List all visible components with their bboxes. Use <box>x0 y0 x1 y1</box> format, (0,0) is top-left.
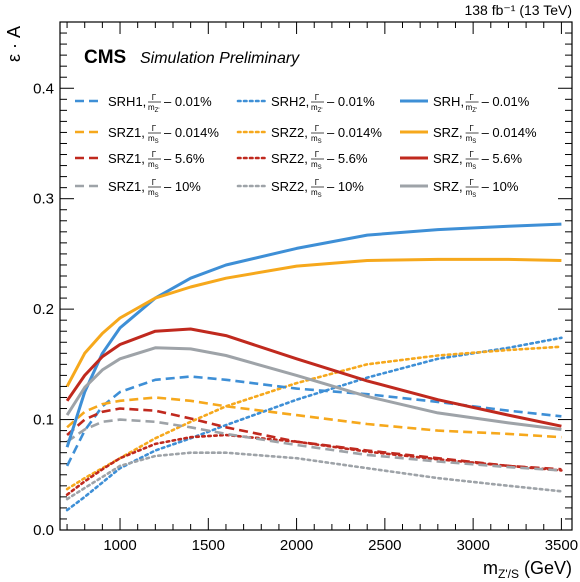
series-line-gray-dot <box>65 451 563 501</box>
legend-frac-den: mZ' <box>148 103 159 114</box>
legend-frac-den: mZ' <box>311 103 322 114</box>
legend-frac-num: Γ <box>469 150 474 159</box>
legend-frac-den: mS <box>466 160 477 171</box>
legend-entry: SRZ2, ΓmS – 10% <box>236 178 364 199</box>
legend-region: SRZ2, <box>271 125 308 140</box>
legend-region: SRZ2, <box>271 179 308 194</box>
y-axis-title: ε · A <box>4 26 24 62</box>
legend-region: SRZ1, <box>108 125 145 140</box>
x-tick-label: 3000 <box>456 537 489 554</box>
legend-entry: SRZ1, ΓmS – 10% <box>75 178 201 199</box>
legend-entry: SRZ2, ΓmS – 5.6% <box>236 150 368 171</box>
legend-value: – 0.014% <box>482 125 537 140</box>
legend-region: SRZ, <box>433 125 463 140</box>
legend-region: SRZ2, <box>271 151 308 166</box>
y-tick-label: 0.2 <box>33 301 54 318</box>
legend-entry: SRZ2, ΓmS – 0.014% <box>236 124 382 145</box>
tick-labels: 1000 1500 2000 2500 3000 3500 0.0 0.1 0.2 0.3 0.4 <box>33 80 578 554</box>
legend-entry: SRZ, ΓmS – 10% <box>400 178 519 199</box>
series-line-orange-solid <box>65 257 562 388</box>
legend-entry: SRH1, ΓmZ' – 0.01% <box>75 93 212 114</box>
cms-sublabel: Simulation Preliminary <box>140 50 300 67</box>
legend-region: SRH1, <box>108 94 146 109</box>
axis-ticks <box>60 22 572 531</box>
series-line-red-dash <box>66 407 562 471</box>
legend-entry: SRH2, ΓmZ' – 0.01% <box>236 93 375 114</box>
legend-value: – 10% <box>482 179 519 194</box>
x-tick-label: 2500 <box>368 537 401 554</box>
x-axis-title: mZ'/S (GeV) <box>483 558 572 581</box>
legend-value: – 0.014% <box>164 125 219 140</box>
legend-frac-den: mS <box>311 134 322 145</box>
x-tick-label: 1500 <box>192 537 225 554</box>
legend-frac-num: Γ <box>152 124 157 133</box>
legend-region: SRZ1, <box>108 151 145 166</box>
legend-value: – 0.014% <box>327 125 382 140</box>
legend-entry: SRZ, ΓmS – 0.014% <box>400 124 537 145</box>
legend-frac-num: Γ <box>315 124 320 133</box>
legend-value: – 10% <box>164 179 201 194</box>
legend-entry: SRZ1, ΓmS – 0.014% <box>75 124 219 145</box>
series-line-gray-solid <box>65 346 562 431</box>
x-axis-title-main: m <box>483 558 498 578</box>
series-lines <box>65 222 563 512</box>
x-axis-title-unit: (GeV) <box>519 558 572 578</box>
legend-frac-num: Γ <box>469 93 474 102</box>
x-axis-title-sub: Z'/S <box>498 567 519 581</box>
legend-region: SRZ1, <box>108 179 145 194</box>
legend-frac-num: Γ <box>315 178 320 187</box>
legend-entry: SRZ, ΓmS – 5.6% <box>400 150 523 171</box>
legend-frac-den: mZ' <box>466 103 477 114</box>
legend-frac-num: Γ <box>315 150 320 159</box>
legend-frac-den: mS <box>148 160 159 171</box>
legend-frac-den: mS <box>148 188 159 199</box>
legend-region: SRZ, <box>433 151 463 166</box>
lumi-label: 138 fb⁻¹ (13 TeV) <box>464 2 572 18</box>
legend-value: – 0.01% <box>482 94 530 109</box>
legend-frac-den: mS <box>466 188 477 199</box>
legend-frac-num: Γ <box>315 93 320 102</box>
legend-frac-num: Γ <box>469 178 474 187</box>
x-tick-label: 1000 <box>103 537 136 554</box>
legend-frac-den: mS <box>311 160 322 171</box>
series-line-gray-dash <box>66 418 562 472</box>
legend-region: SRH, <box>433 94 464 109</box>
y-tick-label: 0.1 <box>33 412 54 429</box>
series-line-red-solid <box>65 327 562 428</box>
legend-value: – 0.01% <box>327 94 375 109</box>
legend-frac-num: Γ <box>152 178 157 187</box>
legend-value: – 5.6% <box>327 151 368 166</box>
x-tick-label: 2000 <box>280 537 313 554</box>
legend-value: – 5.6% <box>482 151 523 166</box>
legend-frac-num: Γ <box>469 124 474 133</box>
legend-value: – 0.01% <box>164 94 212 109</box>
legend-entry: SRH, ΓmZ' – 0.01% <box>400 93 530 114</box>
legend-value: – 10% <box>327 179 364 194</box>
legend-frac-num: Γ <box>152 93 157 102</box>
x-tick-label: 3500 <box>545 537 578 554</box>
legend-frac-den: mS <box>148 134 159 145</box>
legend-frac-den: mS <box>311 188 322 199</box>
cms-label: CMS <box>84 47 126 68</box>
legend-frac-den: mS <box>466 134 477 145</box>
y-tick-label: 0.3 <box>33 191 54 208</box>
legend: SRH1, ΓmZ' – 0.01% SRH2, ΓmZ' – 0.01% SRH, ΓmZ'… <box>75 93 537 199</box>
series-line-orange-dash <box>66 396 562 439</box>
legend-value: – 5.6% <box>164 151 205 166</box>
legend-frac-num: Γ <box>152 150 157 159</box>
legend-region: SRH2, <box>271 94 309 109</box>
legend-entry: SRZ1, ΓmS – 5.6% <box>75 150 205 171</box>
y-tick-label: 0.0 <box>33 522 54 539</box>
series-line-orange-dot <box>65 345 563 491</box>
y-tick-label: 0.4 <box>33 80 54 97</box>
legend-region: SRZ, <box>433 179 463 194</box>
